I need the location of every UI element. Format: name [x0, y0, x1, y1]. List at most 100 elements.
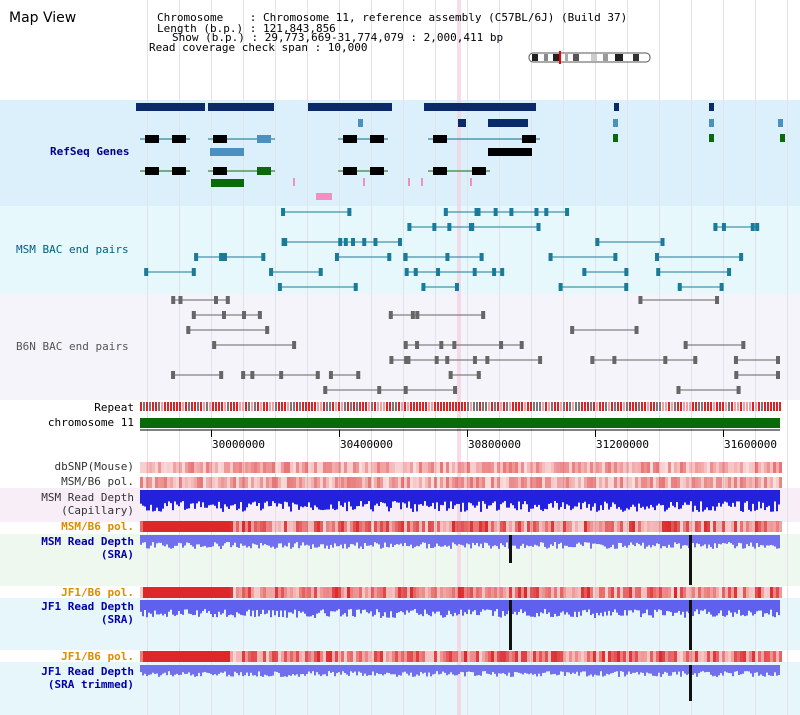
heat-cell: [410, 521, 413, 532]
axis-tick: [723, 430, 724, 437]
heat-cell: [182, 651, 185, 662]
heat-cell: [353, 587, 356, 598]
depth-bar: [362, 600, 364, 610]
track-label-b6n-bac[interactable]: B6N BAC end pairs: [16, 340, 129, 353]
heat-cell: [494, 477, 497, 488]
heat-cell: [524, 477, 527, 488]
depth-bar: [324, 490, 326, 510]
depth-bar: [432, 490, 434, 503]
depth-bar: [402, 490, 404, 503]
position-cursor[interactable]: [457, 0, 461, 715]
depth-bar: [542, 490, 544, 512]
heat-cell: [287, 651, 290, 662]
track-label-msm-depth-sra-1[interactable]: MSM Read Depth: [41, 535, 134, 548]
heat-cell: [155, 462, 158, 473]
heat-cell: [602, 462, 605, 473]
heat-cell: [296, 587, 299, 598]
heat-cell: [413, 587, 416, 598]
heat-cell: [569, 462, 572, 473]
depth-bar: [466, 490, 468, 511]
bac-end: [519, 341, 524, 349]
depth-bar: [158, 665, 160, 677]
depth-bar: [300, 600, 302, 613]
depth-bar: [448, 600, 450, 611]
heat-cell: [455, 462, 458, 473]
heat-cell: [173, 651, 176, 662]
depth-bar: [310, 600, 312, 617]
heat-cell: [218, 477, 221, 488]
track-label-jf1-b6-pol-1[interactable]: JF1/B6 pol.: [61, 586, 134, 599]
heat-cell: [206, 587, 209, 598]
depth-bar: [182, 490, 184, 502]
bac-end: [448, 371, 453, 379]
heat-cell: [506, 651, 509, 662]
bac-end: [776, 371, 780, 379]
depth-bar: [154, 535, 156, 548]
depth-bar: [350, 535, 352, 545]
depth-bar: [214, 600, 216, 614]
repeat-segment: [593, 402, 595, 411]
axis-tick-label: 30000000: [212, 438, 265, 451]
gene-exon: [145, 167, 159, 175]
depth-bar: [240, 535, 242, 544]
depth-bar: [244, 490, 246, 511]
heat-cell: [557, 587, 560, 598]
track-label-msm-depth-cap-1[interactable]: MSM Read Depth: [41, 491, 134, 504]
track-label-jf1-depth-trim-1[interactable]: JF1 Read Depth: [41, 665, 134, 678]
bac-end: [660, 238, 665, 246]
heat-cell: [704, 521, 707, 532]
track-label-repeat[interactable]: Repeat: [94, 401, 134, 414]
heat-cell: [770, 521, 773, 532]
repeat-segment: [275, 402, 277, 411]
track-label-msm-b6-pol-1[interactable]: MSM/B6 pol.: [61, 475, 134, 488]
depth-bar: [530, 665, 532, 674]
track-label-msm-bac[interactable]: MSM BAC end pairs: [16, 243, 129, 256]
depth-bar: [306, 490, 308, 507]
depth-bar: [358, 535, 360, 549]
bac-end: [277, 283, 282, 291]
depth-bar: [300, 535, 302, 546]
bac-end: [421, 283, 426, 291]
repeat-segment: [545, 402, 547, 411]
track-label-msm-b6-pol-2[interactable]: MSM/B6 pol.: [61, 520, 134, 533]
track-label-jf1-b6-pol-2[interactable]: JF1/B6 pol.: [61, 650, 134, 663]
depth-bar: [772, 665, 774, 676]
repeat-segment: [368, 402, 370, 411]
depth-bar: [140, 490, 142, 504]
heat-cell: [191, 477, 194, 488]
heat-cell: [272, 587, 275, 598]
heat-cell: [542, 651, 545, 662]
depth-bar: [324, 535, 326, 549]
heat-cell: [242, 462, 245, 473]
heat-cell: [656, 587, 659, 598]
heat-cell: [329, 462, 332, 473]
depth-bar: [364, 535, 366, 544]
heat-cell: [362, 477, 365, 488]
heat-cell: [485, 587, 488, 598]
heat-cell: [434, 521, 437, 532]
depth-bar: [212, 535, 214, 547]
depth-bar: [368, 665, 370, 676]
depth-bar: [606, 535, 608, 549]
heat-cell: [269, 477, 272, 488]
repeat-segment: [449, 402, 451, 411]
depth-bar: [598, 600, 600, 616]
depth-bar: [454, 600, 456, 613]
track-label-refseq[interactable]: RefSeq Genes: [50, 145, 130, 158]
bac-end: [347, 208, 352, 216]
heat-cell: [755, 651, 758, 662]
heat-cell: [503, 477, 506, 488]
depth-bar: [720, 535, 722, 545]
heat-cell: [179, 462, 182, 473]
depth-bar: [284, 490, 286, 502]
depth-bar: [280, 665, 282, 677]
track-label-dbsnp[interactable]: dbSNP(Mouse): [54, 460, 134, 473]
track-label-jf1-depth-sra-1[interactable]: JF1 Read Depth: [41, 600, 134, 613]
track-label-chromosome[interactable]: chromosome 11: [47, 416, 134, 429]
heat-cell: [731, 477, 734, 488]
repeat-segment: [371, 402, 373, 411]
depth-bar: [656, 600, 658, 612]
heat-cell: [362, 521, 365, 532]
repeat-segment: [548, 402, 550, 411]
